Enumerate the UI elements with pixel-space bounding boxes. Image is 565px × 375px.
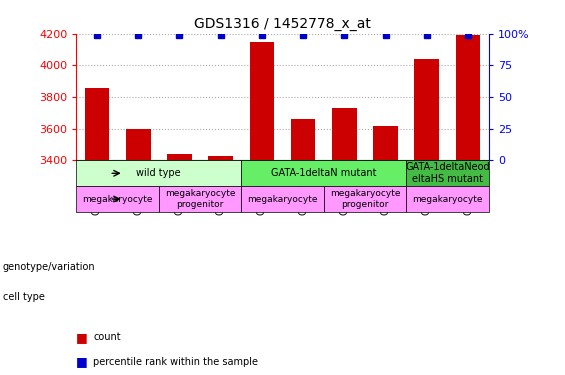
- Text: genotype/variation: genotype/variation: [3, 262, 95, 272]
- Bar: [167, 154, 192, 375]
- Text: ■: ■: [76, 356, 88, 368]
- Bar: [126, 129, 150, 375]
- Text: megakaryocyte: megakaryocyte: [412, 195, 483, 204]
- Bar: [159, 186, 241, 212]
- Bar: [406, 160, 489, 186]
- Text: GATA-1deltaNeod
eltaHS mutant: GATA-1deltaNeod eltaHS mutant: [405, 162, 490, 184]
- Bar: [406, 186, 489, 212]
- Text: percentile rank within the sample: percentile rank within the sample: [93, 357, 258, 367]
- Bar: [85, 88, 109, 375]
- Text: megakaryocyte: megakaryocyte: [82, 195, 153, 204]
- Bar: [373, 126, 398, 375]
- Bar: [456, 35, 480, 375]
- Text: wild type: wild type: [137, 168, 181, 178]
- Text: cell type: cell type: [3, 292, 45, 302]
- Bar: [241, 160, 406, 186]
- Text: ■: ■: [76, 331, 88, 344]
- Text: count: count: [93, 333, 121, 342]
- Title: GDS1316 / 1452778_x_at: GDS1316 / 1452778_x_at: [194, 17, 371, 32]
- Text: megakaryocyte
progenitor: megakaryocyte progenitor: [330, 189, 400, 209]
- Bar: [76, 160, 241, 186]
- Bar: [76, 186, 159, 212]
- Text: GATA-1deltaN mutant: GATA-1deltaN mutant: [271, 168, 376, 178]
- Bar: [250, 42, 274, 375]
- Text: megakaryocyte: megakaryocyte: [247, 195, 318, 204]
- Text: megakaryocyte
progenitor: megakaryocyte progenitor: [165, 189, 235, 209]
- Bar: [324, 186, 406, 212]
- Bar: [415, 59, 439, 375]
- Bar: [332, 108, 357, 375]
- Bar: [241, 186, 324, 212]
- Bar: [208, 156, 233, 375]
- Bar: [291, 119, 315, 375]
